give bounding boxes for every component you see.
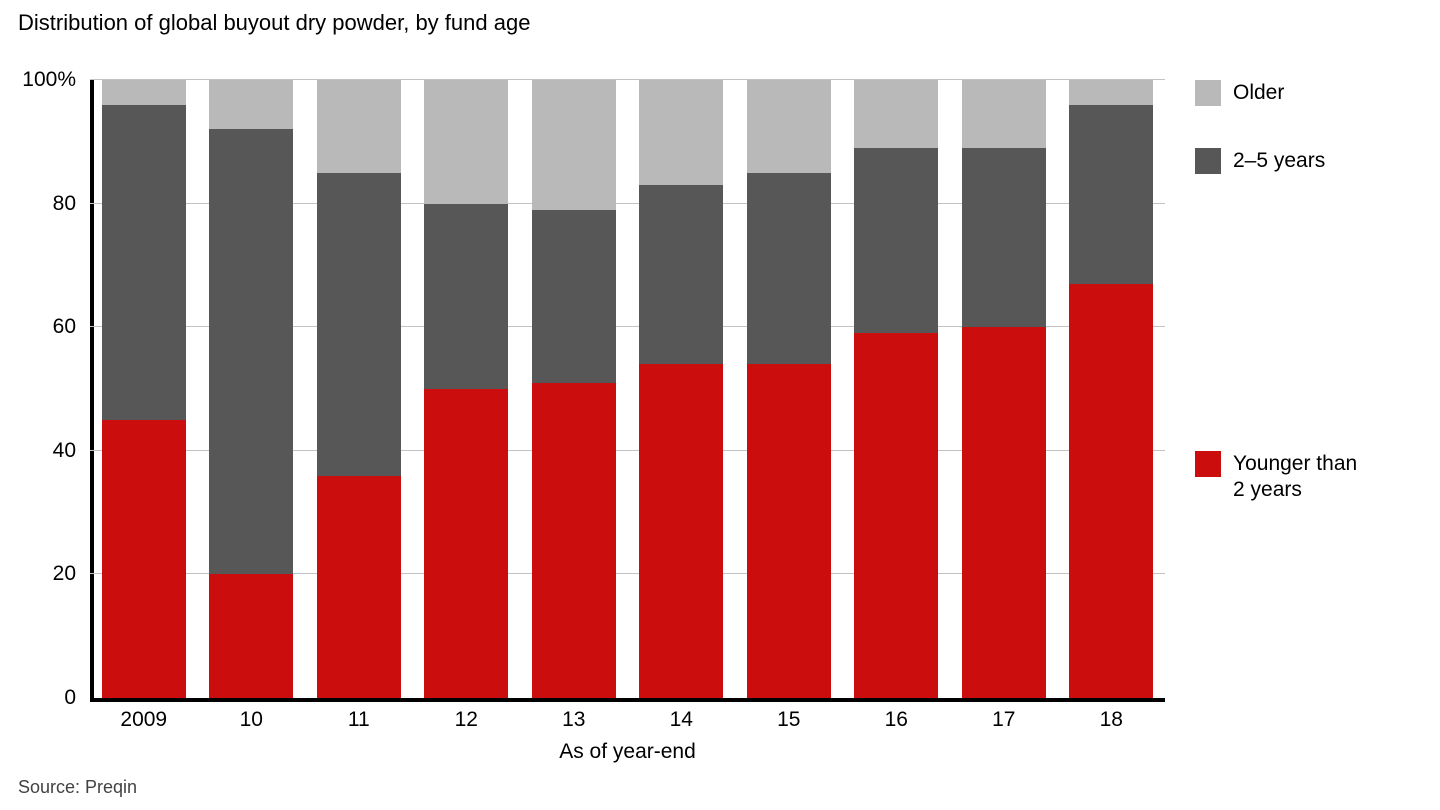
bar-segment-younger — [639, 364, 723, 698]
x-tick-label: 18 — [1100, 708, 1123, 732]
bar-segment-older — [209, 80, 293, 129]
bar-segment-younger — [532, 383, 616, 698]
bar-segment-mid — [747, 173, 831, 365]
bar-segment-older — [317, 80, 401, 173]
bar-slot — [628, 80, 736, 698]
y-tick-label: 0 — [6, 686, 76, 710]
y-tick-label: 40 — [6, 439, 76, 463]
x-tick-label: 16 — [885, 708, 908, 732]
bar — [102, 80, 186, 698]
bar-slot — [843, 80, 951, 698]
bar-segment-mid — [1069, 105, 1153, 284]
bar-segment-younger — [1069, 284, 1153, 698]
chart-container: Distribution of global buyout dry powder… — [0, 0, 1440, 810]
bar — [747, 80, 831, 698]
chart-title: Distribution of global buyout dry powder… — [18, 10, 530, 36]
bar-slot — [305, 80, 413, 698]
bar-segment-mid — [209, 129, 293, 574]
bar-slot — [413, 80, 521, 698]
x-axis-line — [90, 698, 1165, 702]
bar — [209, 80, 293, 698]
bar-segment-older — [102, 80, 186, 105]
bar-slot — [950, 80, 1058, 698]
bar-slot — [520, 80, 628, 698]
bar — [317, 80, 401, 698]
bar-segment-older — [1069, 80, 1153, 105]
legend: Older 2–5 years Younger than2 years — [1195, 80, 1425, 698]
legend-swatch — [1195, 451, 1221, 477]
x-tick-label: 11 — [348, 708, 370, 732]
y-tick-label: 60 — [6, 315, 76, 339]
plot-area — [90, 80, 1165, 698]
bar-segment-mid — [854, 148, 938, 333]
x-axis-title: As of year-end — [559, 740, 696, 764]
legend-swatch — [1195, 148, 1221, 174]
bar — [532, 80, 616, 698]
legend-item: 2–5 years — [1195, 148, 1325, 174]
bar — [424, 80, 508, 698]
bar-segment-mid — [102, 105, 186, 420]
bar-segment-older — [962, 80, 1046, 148]
bar-segment-older — [747, 80, 831, 173]
source-text: Source: Preqin — [18, 777, 137, 798]
bar-segment-older — [854, 80, 938, 148]
legend-swatch — [1195, 80, 1221, 106]
bar-segment-older — [532, 80, 616, 210]
bar-segment-older — [639, 80, 723, 185]
x-tick-label: 14 — [670, 708, 693, 732]
bar-segment-mid — [317, 173, 401, 476]
legend-item: Older — [1195, 80, 1284, 106]
legend-label: Younger than2 years — [1233, 451, 1357, 504]
bar-segment-younger — [747, 364, 831, 698]
bar-slot — [198, 80, 306, 698]
bar-segment-younger — [317, 476, 401, 698]
bar — [1069, 80, 1153, 698]
x-tick-label: 12 — [455, 708, 478, 732]
y-tick-label: 20 — [6, 562, 76, 586]
x-tick-label: 17 — [992, 708, 1015, 732]
bar — [639, 80, 723, 698]
bar — [962, 80, 1046, 698]
legend-item: Younger than2 years — [1195, 451, 1357, 504]
bar-segment-older — [424, 80, 508, 204]
bar-segment-mid — [424, 204, 508, 389]
x-tick-label: 13 — [562, 708, 585, 732]
x-tick-label: 10 — [240, 708, 263, 732]
bar-segment-younger — [962, 327, 1046, 698]
legend-label: Older — [1233, 80, 1284, 106]
bar-slot — [1058, 80, 1166, 698]
bar-segment-younger — [854, 333, 938, 698]
bar-slot — [90, 80, 198, 698]
bars-group — [90, 80, 1165, 698]
bar — [854, 80, 938, 698]
bar-segment-younger — [209, 574, 293, 698]
y-tick-label: 100% — [6, 68, 76, 92]
bar-slot — [735, 80, 843, 698]
bar-segment-mid — [962, 148, 1046, 327]
x-tick-label: 15 — [777, 708, 800, 732]
legend-label: 2–5 years — [1233, 148, 1325, 174]
x-tick-label: 2009 — [120, 708, 167, 732]
bar-segment-younger — [102, 420, 186, 698]
bar-segment-mid — [639, 185, 723, 364]
bar-segment-mid — [532, 210, 616, 383]
y-tick-label: 80 — [6, 192, 76, 216]
bar-segment-younger — [424, 389, 508, 698]
